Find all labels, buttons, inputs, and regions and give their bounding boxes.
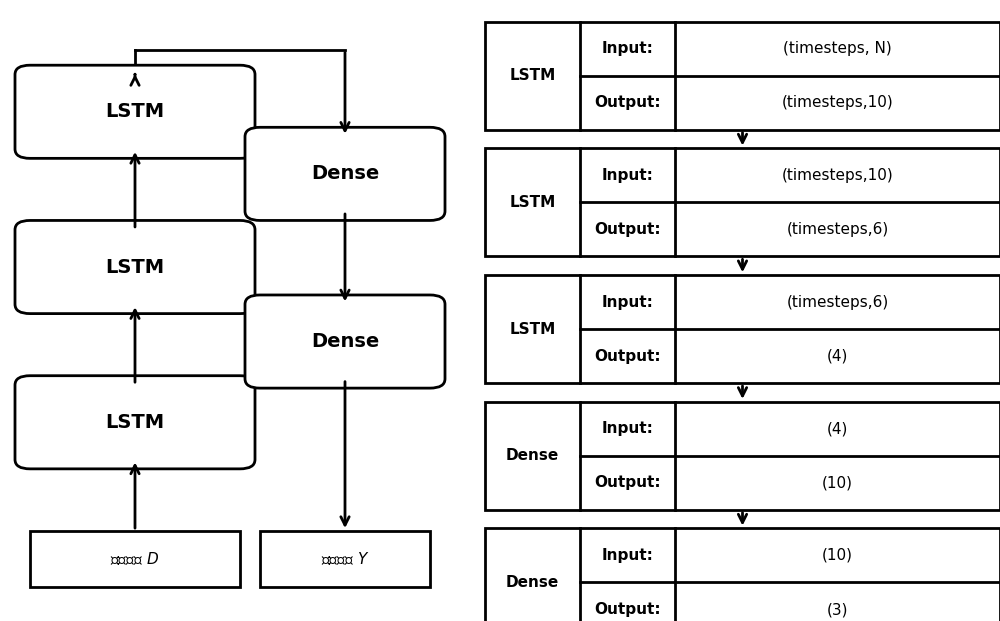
Text: Input:: Input: <box>602 168 653 183</box>
Bar <box>30 531 240 587</box>
Text: (4): (4) <box>827 421 848 437</box>
FancyBboxPatch shape <box>15 65 255 158</box>
Text: Output:: Output: <box>594 222 661 237</box>
Text: 输出矩阵 $Y$: 输出矩阵 $Y$ <box>321 551 369 567</box>
Text: (timesteps,10): (timesteps,10) <box>782 95 893 111</box>
Text: (10): (10) <box>822 548 853 563</box>
Bar <box>485 148 1000 256</box>
Text: 输入矩阵 $D$: 输入矩阵 $D$ <box>110 551 160 567</box>
Bar <box>485 22 1000 130</box>
Bar <box>260 531 430 587</box>
FancyBboxPatch shape <box>245 127 445 220</box>
Text: Output:: Output: <box>594 348 661 364</box>
Text: Dense: Dense <box>506 575 559 590</box>
Bar <box>485 528 1000 621</box>
Text: Dense: Dense <box>311 332 379 351</box>
Text: Dense: Dense <box>311 165 379 183</box>
Text: Input:: Input: <box>602 421 653 437</box>
Text: LSTM: LSTM <box>509 68 556 83</box>
Text: Input:: Input: <box>602 41 653 57</box>
Text: LSTM: LSTM <box>509 322 556 337</box>
Text: LSTM: LSTM <box>105 102 165 121</box>
Text: (4): (4) <box>827 348 848 364</box>
FancyBboxPatch shape <box>15 220 255 314</box>
Text: (timesteps, N): (timesteps, N) <box>783 41 892 57</box>
FancyBboxPatch shape <box>245 295 445 388</box>
Bar <box>485 402 1000 510</box>
Text: Dense: Dense <box>506 448 559 463</box>
Text: LSTM: LSTM <box>105 258 165 276</box>
Text: (3): (3) <box>827 602 848 617</box>
Text: (timesteps,10): (timesteps,10) <box>782 168 893 183</box>
Text: (timesteps,6): (timesteps,6) <box>786 222 889 237</box>
FancyBboxPatch shape <box>15 376 255 469</box>
Text: Output:: Output: <box>594 602 661 617</box>
Text: (timesteps,6): (timesteps,6) <box>786 294 889 310</box>
Text: (10): (10) <box>822 475 853 491</box>
Text: Input:: Input: <box>602 548 653 563</box>
Text: LSTM: LSTM <box>509 195 556 210</box>
Text: LSTM: LSTM <box>105 413 165 432</box>
Text: Output:: Output: <box>594 475 661 491</box>
Text: Input:: Input: <box>602 294 653 310</box>
Bar <box>485 275 1000 383</box>
Text: Output:: Output: <box>594 95 661 111</box>
